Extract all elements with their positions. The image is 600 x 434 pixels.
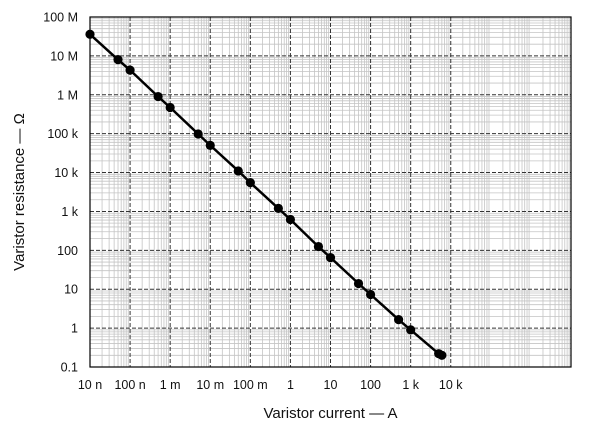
x-tick-labels: 10 n 100 n 1 m 10 m 100 m 1 10 100 1 k 10 k — [78, 378, 463, 392]
data-point — [85, 29, 95, 39]
data-point — [193, 129, 203, 139]
x-tick-label: 10 n — [78, 378, 102, 392]
y-tick-label: 100 — [57, 244, 78, 258]
data-point — [205, 140, 215, 150]
data-point — [153, 91, 163, 102]
y-tick-label: 1 k — [61, 205, 78, 219]
x-tick-label: 10 k — [439, 378, 463, 392]
data-point — [437, 350, 447, 360]
major-grid — [89, 16, 571, 368]
data-point — [406, 325, 416, 335]
y-tick-label: 10 M — [50, 49, 78, 63]
data-point — [233, 166, 243, 176]
data-point — [245, 178, 255, 188]
x-tick-label: 10 — [324, 378, 338, 392]
data-point — [125, 65, 135, 75]
x-tick-label: 1 — [287, 378, 294, 392]
y-tick-label: 0.1 — [61, 361, 78, 375]
y-tick-label: 100 k — [47, 127, 78, 141]
data-point — [353, 278, 364, 289]
x-tick-label: 100 n — [114, 378, 145, 392]
y-tick-label: 10 — [64, 283, 78, 297]
data-point — [365, 289, 376, 300]
x-tick-label: 100 — [360, 378, 381, 392]
x-tick-label: 10 m — [196, 378, 224, 392]
series-line — [89, 33, 443, 357]
data-point — [113, 55, 123, 65]
series-points — [85, 29, 447, 360]
data-point — [273, 203, 283, 213]
x-tick-label: 100 m — [233, 378, 268, 392]
data-point — [165, 102, 175, 113]
x-tick-label: 1 m — [160, 378, 181, 392]
x-tick-label: 1 k — [402, 378, 419, 392]
y-tick-labels: 0.1 1 10 100 1 k 10 k 100 k 1 M 10 M 100 M — [43, 11, 78, 375]
data-point — [285, 214, 296, 225]
data-point — [325, 253, 336, 263]
y-axis-title: Varistor resistance — Ω — [11, 113, 28, 271]
plot-area-frame — [89, 16, 572, 368]
y-tick-label: 10 k — [54, 166, 78, 180]
data-point — [394, 315, 404, 325]
y-tick-label: 1 — [71, 322, 78, 336]
data-point — [313, 241, 324, 252]
y-tick-label: 100 M — [43, 11, 78, 25]
x-axis-title: Varistor current — A — [264, 405, 398, 422]
y-tick-label: 1 M — [57, 88, 78, 102]
